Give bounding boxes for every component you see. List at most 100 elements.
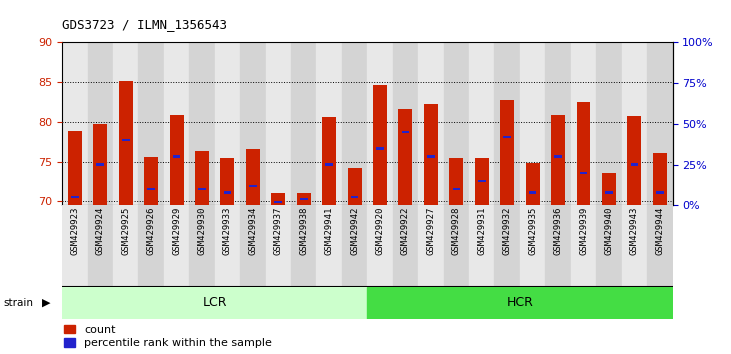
Bar — [195, 151, 209, 205]
Bar — [164, 205, 189, 287]
Bar — [348, 168, 362, 205]
Text: GSM429930: GSM429930 — [197, 207, 207, 255]
Bar — [631, 164, 638, 166]
Bar — [221, 159, 235, 205]
Bar — [478, 180, 485, 182]
Text: ▶: ▶ — [42, 298, 51, 308]
Bar — [240, 205, 265, 287]
Bar — [393, 205, 418, 287]
Bar — [325, 164, 333, 166]
Bar — [88, 205, 113, 287]
Bar — [189, 42, 215, 205]
Bar — [367, 42, 393, 205]
Text: GSM429920: GSM429920 — [376, 207, 385, 255]
Bar — [249, 184, 257, 187]
Bar — [605, 191, 613, 194]
Bar — [526, 163, 539, 205]
Bar — [246, 149, 260, 205]
Text: GSM429932: GSM429932 — [503, 207, 512, 255]
Text: GSM429931: GSM429931 — [477, 207, 486, 255]
Text: GDS3723 / ILMN_1356543: GDS3723 / ILMN_1356543 — [62, 18, 227, 31]
Bar — [653, 153, 667, 205]
Bar — [494, 42, 520, 205]
Bar — [144, 157, 158, 205]
Text: GSM429939: GSM429939 — [579, 207, 588, 255]
Bar — [224, 191, 231, 194]
Bar — [520, 42, 545, 205]
Bar — [596, 205, 621, 287]
Text: GSM429926: GSM429926 — [147, 207, 156, 255]
Bar — [452, 188, 460, 190]
Bar — [427, 155, 435, 158]
Bar — [138, 205, 164, 287]
Bar — [94, 124, 107, 205]
Bar — [545, 205, 571, 287]
Bar — [62, 205, 88, 287]
Text: strain: strain — [4, 298, 34, 308]
Bar — [577, 102, 591, 205]
Bar — [170, 115, 183, 205]
Bar — [647, 205, 673, 287]
Bar — [418, 205, 444, 287]
Bar — [474, 158, 489, 205]
Text: GSM429944: GSM429944 — [655, 207, 664, 255]
Bar — [398, 109, 412, 205]
Text: GSM429922: GSM429922 — [401, 207, 410, 255]
Bar — [494, 205, 520, 287]
Text: GSM429923: GSM429923 — [70, 207, 80, 255]
Bar — [450, 159, 463, 205]
Text: LCR: LCR — [202, 296, 227, 309]
Bar — [342, 205, 367, 287]
Bar — [621, 42, 647, 205]
Text: GSM429925: GSM429925 — [121, 207, 130, 255]
Bar — [580, 172, 587, 174]
Bar — [520, 205, 545, 287]
Bar — [88, 42, 113, 205]
Bar — [240, 42, 265, 205]
Bar — [647, 42, 673, 205]
Text: GSM429936: GSM429936 — [553, 207, 563, 255]
Text: GSM429934: GSM429934 — [249, 207, 257, 255]
Bar — [173, 155, 181, 158]
Bar — [469, 42, 494, 205]
Bar — [317, 205, 342, 287]
Legend: count, percentile rank within the sample: count, percentile rank within the sample — [64, 325, 272, 348]
Bar — [621, 205, 647, 287]
Bar — [198, 188, 206, 190]
Bar — [300, 198, 308, 200]
Text: GSM429937: GSM429937 — [274, 207, 283, 255]
Bar — [393, 42, 418, 205]
Bar — [265, 205, 291, 287]
Bar — [118, 81, 133, 205]
Bar — [71, 196, 79, 198]
Bar — [113, 42, 138, 205]
Bar — [297, 193, 311, 205]
Bar — [504, 136, 511, 138]
Bar — [424, 104, 438, 205]
Bar — [291, 205, 317, 287]
Bar — [189, 205, 215, 287]
Bar — [367, 205, 393, 287]
Bar — [265, 42, 291, 205]
Text: GSM429924: GSM429924 — [96, 207, 105, 255]
Bar — [596, 42, 621, 205]
Text: HCR: HCR — [507, 296, 534, 309]
Bar — [68, 131, 82, 205]
Text: GSM429933: GSM429933 — [223, 207, 232, 255]
Bar — [551, 115, 565, 205]
Bar — [148, 188, 155, 190]
Bar — [62, 42, 88, 205]
Bar — [656, 191, 664, 194]
Bar — [373, 85, 387, 205]
Bar — [376, 147, 384, 149]
Text: GSM429938: GSM429938 — [299, 207, 308, 255]
Bar — [469, 205, 494, 287]
Text: GSM429935: GSM429935 — [528, 207, 537, 255]
Bar — [500, 101, 514, 205]
Bar — [418, 42, 444, 205]
Bar — [367, 287, 673, 319]
Bar — [271, 193, 285, 205]
Bar — [571, 205, 596, 287]
Text: GSM429929: GSM429929 — [172, 207, 181, 255]
Bar — [602, 173, 616, 205]
